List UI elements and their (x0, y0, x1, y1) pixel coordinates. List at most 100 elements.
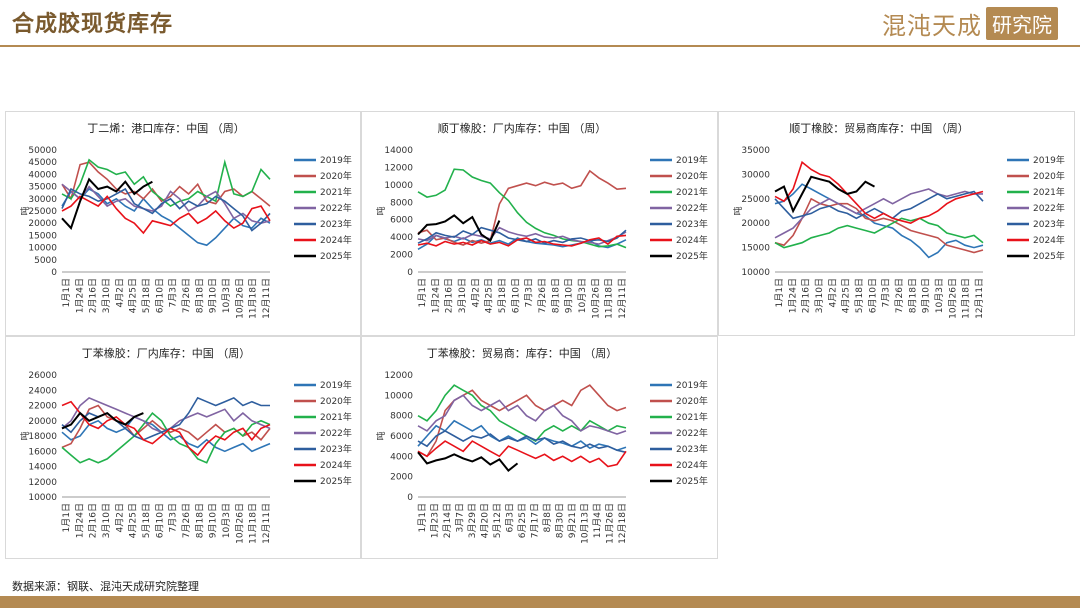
chart-svg: 丁苯橡胶：厂内库存：中国 （周） 吨 10000 12000 14000 16000 180… (19, 346, 352, 544)
series-line-2019 (417, 419, 627, 452)
series-line-2025 (61, 411, 144, 430)
legend-label: 2019年 (320, 154, 352, 166)
chart-svg: 丁二烯：港口库存：中国 （周） 吨 0 5000 10000 15000 20000 2500… (19, 121, 352, 319)
y-tick-label: 0 (407, 268, 413, 278)
x-tick-label: 6月10日 (867, 278, 878, 313)
y-tick-label: 15000 (741, 244, 770, 254)
logo: 混沌天成 研究院 (882, 6, 1058, 40)
x-tick-label: 11月26日 (605, 503, 616, 544)
x-tick-label: 10月13日 (580, 503, 591, 544)
y-tick-label: 24000 (28, 386, 57, 396)
y-tick-label: 12000 (384, 163, 413, 173)
x-tick-label: 6月10日 (154, 278, 165, 313)
x-tick-label: 4月2日 (827, 278, 838, 307)
y-tick-label: 20000 (28, 417, 57, 427)
series-line-2024 (417, 440, 627, 468)
legend-label: 2023年 (320, 218, 352, 230)
y-tick-label: 20000 (28, 219, 57, 229)
y-tick-label: 18000 (28, 432, 57, 442)
x-tick-label: 3月10日 (101, 503, 112, 538)
series-line-2025 (417, 451, 519, 473)
y-tick-label: 35000 (28, 183, 57, 193)
legend-label: 2019年 (320, 379, 352, 391)
legend-label: 2022年 (320, 427, 352, 439)
x-tick-label: 11月18日 (248, 503, 259, 544)
x-tick-label: 11月18日 (604, 278, 615, 319)
legend-label: 2025年 (320, 250, 352, 262)
y-axis-label: 吨 (732, 206, 744, 215)
legend-label: 2025年 (320, 475, 352, 487)
y-tick-label: 10000 (384, 181, 413, 191)
legend-label: 2024年 (320, 459, 352, 471)
x-tick-label: 8月18日 (194, 503, 205, 538)
legend-label: 2020年 (676, 170, 708, 182)
x-tick-label: 12月11日 (261, 278, 272, 319)
x-tick-label: 5月18日 (141, 503, 152, 538)
x-tick-label: 1月24日 (74, 278, 85, 313)
x-tick-label: 2月16日 (444, 278, 455, 313)
y-axis-label: 吨 (19, 431, 31, 440)
x-tick-label: 7月26日 (894, 278, 905, 313)
y-tick-label: 22000 (28, 402, 57, 412)
legend-label: 2019年 (676, 379, 708, 391)
y-tick-label: 0 (51, 268, 57, 278)
x-tick-label: 9月10日 (208, 278, 219, 313)
y-tick-label: 10000 (741, 268, 770, 278)
series-line-2021 (61, 411, 271, 464)
x-tick-label: 3月10日 (101, 278, 112, 313)
x-tick-label: 9月10日 (564, 278, 575, 313)
legend-label: 2019年 (1033, 154, 1065, 166)
x-tick-label: 9月10日 (208, 503, 219, 538)
y-tick-label: 40000 (28, 170, 57, 180)
chart-title: 丁苯橡胶：厂内库存：中国 （周） (82, 346, 251, 360)
x-tick-label: 1月24日 (74, 503, 85, 538)
legend-label: 2022年 (676, 202, 708, 214)
legend-label: 2021年 (1033, 186, 1065, 198)
y-tick-label: 14000 (28, 463, 57, 473)
series-line-2025 (417, 214, 501, 243)
y-axis-label: 吨 (375, 206, 387, 215)
y-tick-label: 10000 (384, 391, 413, 401)
header-divider (0, 45, 1080, 47)
x-tick-label: 12月11日 (261, 503, 272, 544)
legend-label: 2025年 (676, 250, 708, 262)
chart-svg: 顺丁橡胶：厂内库存：中国 （周） 吨 0 2000 4000 6000 8000 10000 1… (375, 121, 708, 319)
y-tick-label: 10000 (28, 244, 57, 254)
x-tick-label: 1月24日 (430, 278, 441, 313)
x-tick-label: 4月2日 (114, 503, 125, 532)
y-tick-label: 35000 (741, 146, 770, 156)
series-line-2023 (417, 226, 627, 245)
y-tick-label: 12000 (28, 478, 57, 488)
chart-svg: 顺丁橡胶：贸易商库存：中国 （周） 吨 10000 15000 20000 25000 30… (732, 121, 1065, 319)
legend-label: 2024年 (1033, 234, 1065, 246)
series-line-2024 (774, 160, 984, 225)
x-tick-label: 4月2日 (114, 278, 125, 307)
data-source-note: 数据来源：钢联、混沌天成研究院整理 (12, 580, 199, 593)
y-tick-label: 30000 (741, 170, 770, 180)
series-line-2024 (61, 195, 271, 235)
series-line-2023 (417, 429, 627, 454)
y-tick-label: 6000 (390, 432, 413, 442)
x-tick-label: 2月14日 (442, 503, 453, 538)
legend-label: 2020年 (676, 395, 708, 407)
x-tick-label: 1月24日 (787, 278, 798, 313)
y-tick-label: 45000 (28, 158, 57, 168)
x-tick-label: 8月18日 (194, 278, 205, 313)
x-tick-label: 5月18日 (141, 278, 152, 313)
x-tick-label: 7月17日 (530, 503, 541, 538)
x-tick-label: 4月25日 (128, 503, 139, 538)
series-line-2024 (61, 400, 271, 457)
x-tick-label: 12月18日 (617, 503, 628, 544)
x-tick-label: 3月29日 (467, 503, 478, 538)
y-tick-label: 6000 (390, 216, 413, 226)
y-tick-label: 25000 (28, 207, 57, 217)
series-line-2021 (61, 158, 271, 208)
x-tick-label: 4月25日 (128, 278, 139, 313)
x-tick-label: 7月26日 (537, 278, 548, 313)
chart-panel-sbr-factory: 丁苯橡胶：厂内库存：中国 （周） 吨 10000 12000 14000 16000 180… (5, 336, 361, 559)
x-tick-label: 10月26日 (234, 503, 245, 544)
x-tick-label: 1月1日 (417, 278, 428, 307)
legend-label: 2025年 (676, 475, 708, 487)
x-tick-label: 10月26日 (234, 278, 245, 319)
y-tick-label: 20000 (741, 219, 770, 229)
